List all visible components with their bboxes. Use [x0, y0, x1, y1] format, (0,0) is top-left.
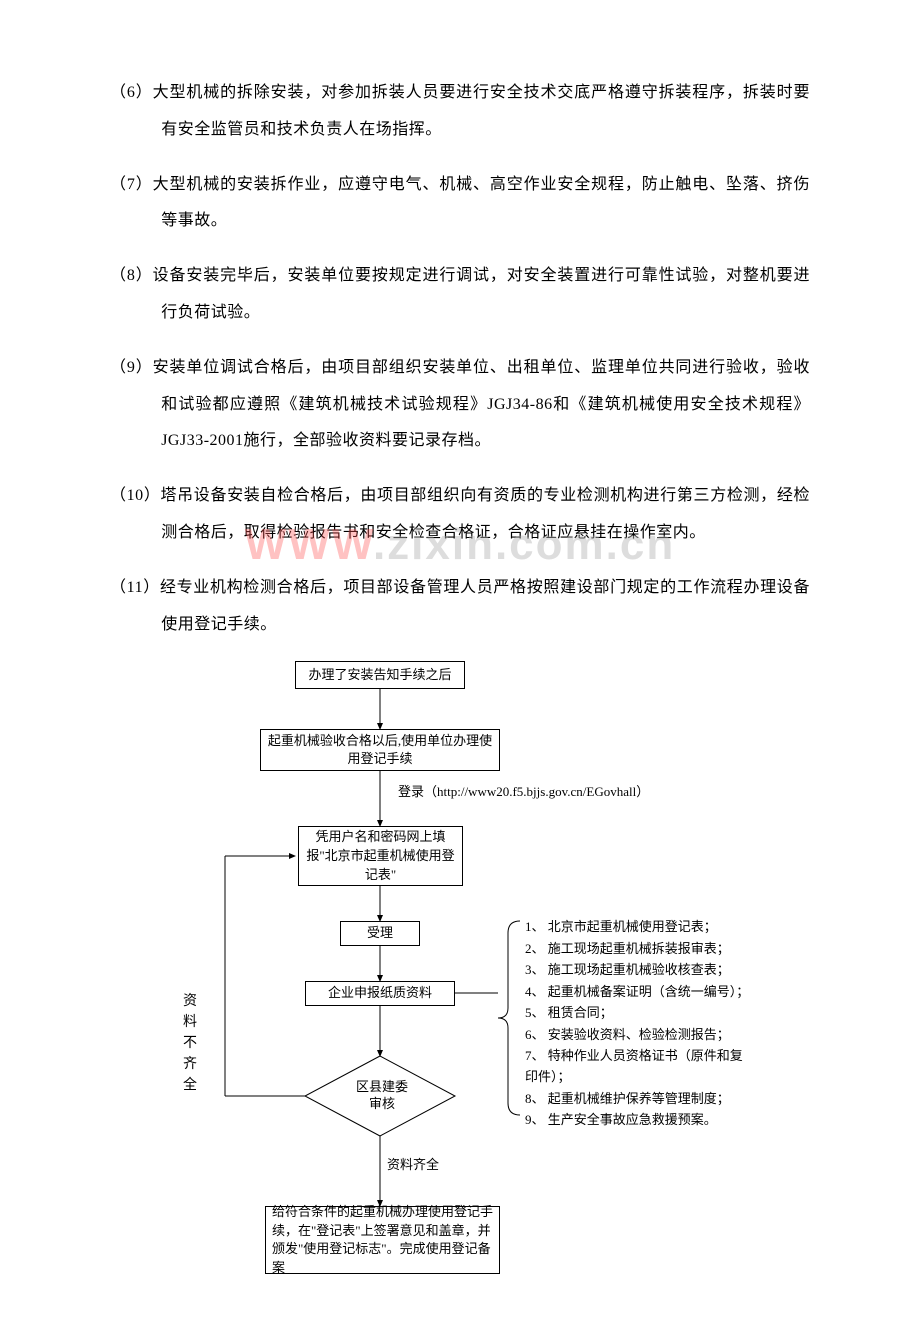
para-num: （10） — [110, 487, 160, 504]
flow-diamond-label-text: 区县建委审核 — [356, 1079, 408, 1111]
para-text: 设备安装完毕后，安装单位要按规定进行调试，对安全装置进行可靠性试验，对整机要进行… — [153, 267, 810, 321]
list-item: 6、 安装验收资料、检验检测报告； — [525, 1024, 745, 1045]
para-text: 大型机械的安装拆作业，应遵守电气、机械、高空作业安全规程，防止触电、坠落、挤伤等… — [153, 176, 810, 230]
flow-box-final-text: 给符合条件的起重机械办理使用登记手续，在"登记表"上签署意见和盖章，并颁发"使用… — [272, 1203, 493, 1278]
flow-box-fill-text: 凭用户名和密码网上填报"北京市起重机械使用登记表" — [305, 828, 456, 885]
flow-box-start-text: 办理了安装告知手续之后 — [308, 666, 451, 685]
paragraph-8: （8）设备安装完毕后，安装单位要按规定进行调试，对安全装置进行可靠性试验，对整机… — [110, 258, 810, 332]
flow-left-label: 资料不齐全 — [182, 991, 198, 1096]
para-text: 安装单位调试合格后，由项目部组织安装单位、出租单位、监理单位共同进行验收，验收和… — [153, 359, 810, 450]
para-num: （7） — [110, 176, 153, 193]
para-text: 经专业机构检测合格后，项目部设备管理人员严格按照建设部门规定的工作流程办理设备使… — [160, 579, 810, 633]
para-num: （11） — [110, 579, 160, 596]
para-num: （6） — [110, 84, 153, 101]
paragraph-7: （7）大型机械的安装拆作业，应遵守电气、机械、高空作业安全规程，防止触电、坠落、… — [110, 167, 810, 241]
paragraph-9: （9）安装单位调试合格后，由项目部组织安装单位、出租单位、监理单位共同进行验收，… — [110, 350, 810, 460]
flow-login-label: 登录（http://www20.f5.bjjs.gov.cn/EGovhall） — [398, 783, 649, 801]
flow-box-submit-text: 企业申报纸质资料 — [328, 984, 432, 1003]
paragraph-11: （11）经专业机构检测合格后，项目部设备管理人员严格按照建设部门规定的工作流程办… — [110, 570, 810, 644]
list-item: 3、 施工现场起重机械验收核查表； — [525, 959, 745, 980]
para-text: 塔吊设备安装自检合格后，由项目部组织向有资质的专业检测机构进行第三方检测，经检测… — [160, 487, 810, 541]
flow-full-label-text: 资料齐全 — [387, 1157, 439, 1172]
list-item: 8、 起重机械维护保养等管理制度； — [525, 1088, 745, 1109]
flow-box-final: 给符合条件的起重机械办理使用登记手续，在"登记表"上签署意见和盖章，并颁发"使用… — [265, 1206, 500, 1274]
flow-box-fill: 凭用户名和密码网上填报"北京市起重机械使用登记表" — [298, 826, 463, 886]
flow-box-register: 起重机械验收合格以后,使用单位办理使用登记手续 — [260, 729, 500, 771]
flowchart: 办理了安装告知手续之后 起重机械验收合格以后,使用单位办理使用登记手续 登录（h… — [180, 661, 740, 1301]
para-num: （9） — [110, 359, 153, 376]
flow-box-accept-text: 受理 — [367, 924, 393, 943]
flow-box-register-text: 起重机械验收合格以后,使用单位办理使用登记手续 — [267, 732, 493, 770]
list-item: 9、 生产安全事故应急救援预案。 — [525, 1109, 745, 1130]
list-item: 2、 施工现场起重机械拆装报审表； — [525, 938, 745, 959]
paragraph-10: （10）塔吊设备安装自检合格后，由项目部组织向有资质的专业检测机构进行第三方检测… — [110, 478, 810, 552]
paragraph-6: （6）大型机械的拆除安装，对参加拆装人员要进行安全技术交底严格遵守拆装程序，拆装… — [110, 75, 810, 149]
para-num: （8） — [110, 267, 153, 284]
para-text: 大型机械的拆除安装，对参加拆装人员要进行安全技术交底严格遵守拆装程序，拆装时要有… — [153, 84, 810, 138]
flow-doc-list: 1、 北京市起重机械使用登记表； 2、 施工现场起重机械拆装报审表； 3、 施工… — [525, 916, 745, 1130]
flow-left-label-text: 资料不齐全 — [183, 994, 197, 1093]
flow-login-label-text: 登录（http://www20.f5.bjjs.gov.cn/EGovhall） — [398, 784, 649, 799]
flow-box-start: 办理了安装告知手续之后 — [295, 661, 465, 689]
flow-full-label: 资料齐全 — [387, 1156, 439, 1174]
flow-diamond-label: 区县建委审核 — [352, 1079, 412, 1113]
list-item: 1、 北京市起重机械使用登记表； — [525, 916, 745, 937]
list-item: 7、 特种作业人员资格证书（原件和复印件）； — [525, 1045, 745, 1088]
flow-box-accept: 受理 — [340, 921, 420, 946]
flow-box-submit: 企业申报纸质资料 — [305, 981, 455, 1006]
list-item: 4、 起重机械备案证明（含统一编号）； — [525, 981, 745, 1002]
list-item: 5、 租赁合同； — [525, 1002, 745, 1023]
